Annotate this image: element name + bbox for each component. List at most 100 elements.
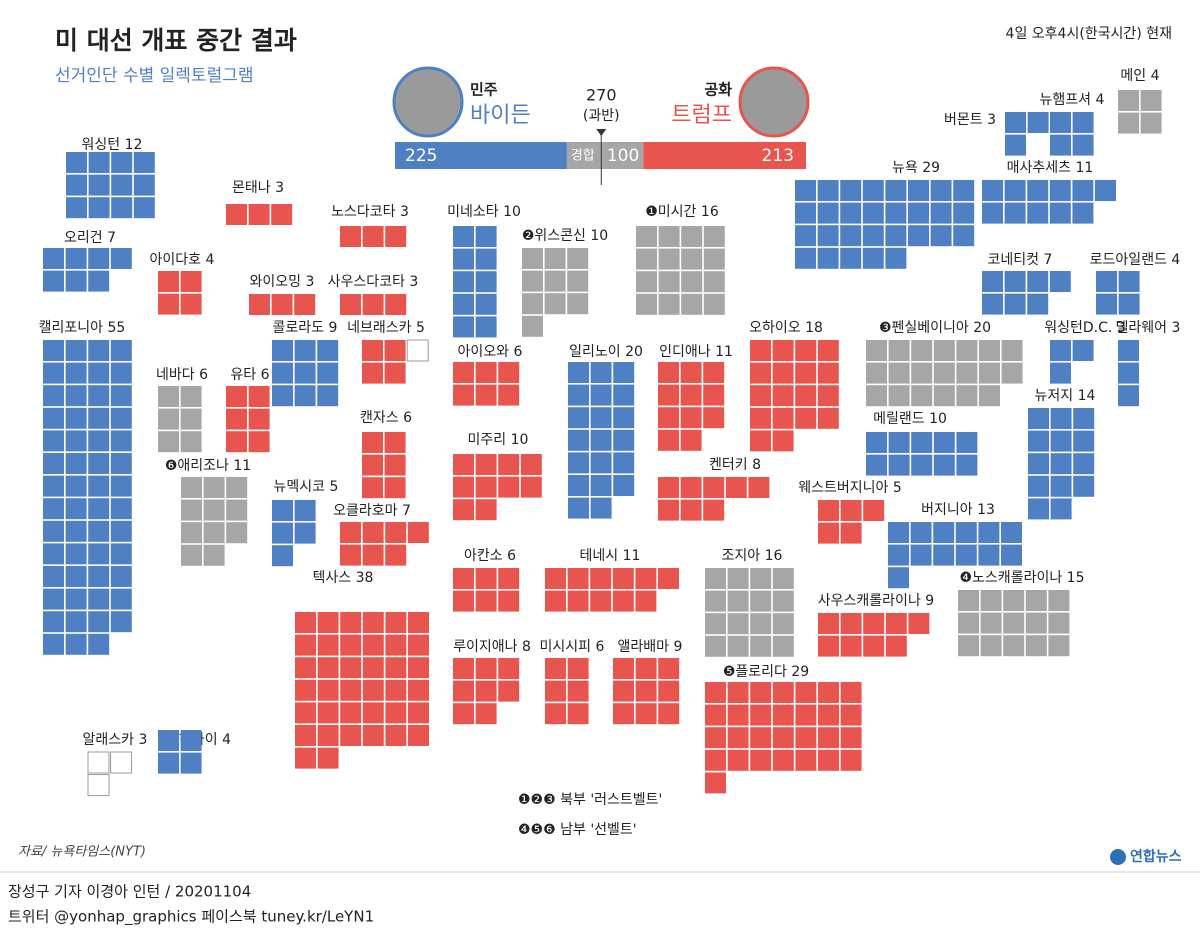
tile	[1118, 340, 1139, 361]
tile	[65, 385, 87, 407]
tile	[43, 270, 64, 292]
tile	[545, 568, 566, 589]
tile	[498, 454, 520, 475]
tile	[88, 362, 110, 384]
tile	[888, 385, 910, 407]
tile	[340, 612, 362, 633]
tile	[110, 588, 132, 610]
tile	[133, 174, 155, 196]
state: 네브래스카 5	[347, 320, 429, 384]
tile	[520, 476, 542, 498]
tile	[982, 180, 1003, 201]
tile	[590, 407, 612, 429]
tile	[295, 612, 316, 633]
tile	[955, 544, 977, 566]
tile	[362, 612, 384, 633]
tile	[1001, 544, 1022, 566]
tile	[362, 702, 384, 724]
tile	[295, 634, 316, 656]
tile	[110, 498, 132, 520]
tile	[978, 522, 1000, 543]
tile	[295, 702, 316, 724]
state-label: 뉴욕 29	[892, 160, 940, 176]
tile	[910, 522, 932, 543]
state: ❺플로리다 29	[705, 664, 862, 794]
tile	[750, 407, 771, 429]
state-label: 뉴멕시코 5	[274, 479, 339, 495]
state-name: 매사추세츠	[1007, 160, 1072, 176]
tile	[384, 477, 406, 499]
state-name: 뉴저지	[1035, 388, 1074, 404]
state-label: 와이오밍 3	[250, 274, 315, 290]
dem-votes: 225	[405, 146, 437, 166]
state-votes: 12	[125, 137, 143, 153]
tile	[88, 633, 110, 655]
state: 캘리포니아 55	[39, 320, 132, 655]
tile	[453, 293, 474, 315]
state-label: 아이오와 6	[458, 344, 523, 360]
social: 트위터 @yonhap_graphics 페이스북 tuney.kr/LeYN1	[8, 908, 374, 927]
tile	[475, 248, 497, 270]
tile	[818, 749, 839, 771]
tile	[772, 635, 794, 657]
tile	[1027, 180, 1049, 201]
tile	[772, 590, 794, 612]
state-votes: 6	[261, 367, 270, 383]
tile	[203, 522, 225, 544]
tile	[110, 248, 132, 269]
state-votes: 6	[199, 367, 208, 383]
state-votes: 4	[1151, 68, 1160, 84]
state-name: 오클라호마	[333, 503, 398, 519]
toss-label: 경합	[571, 149, 595, 164]
tile	[568, 384, 589, 406]
state-name: 켄터키	[709, 457, 748, 473]
state-label: 텍사스 38	[313, 570, 374, 586]
state: ❹노스캐롤라이나 15	[958, 570, 1085, 657]
state-label: 워싱턴D.C. 3	[1044, 320, 1125, 336]
tile	[1048, 612, 1070, 634]
tile	[475, 271, 497, 293]
state: 루이지애나 8	[453, 639, 531, 725]
tile	[133, 152, 155, 173]
tile	[750, 340, 771, 361]
tile	[180, 431, 202, 453]
tile	[520, 454, 542, 475]
tile	[1003, 612, 1025, 634]
tile	[43, 566, 64, 587]
tile	[590, 497, 612, 519]
state-votes: 16	[701, 204, 719, 220]
state-votes: 29	[922, 160, 940, 176]
state: 뉴저지 14	[1028, 388, 1096, 520]
state-name: ❻애리조나	[165, 458, 229, 474]
state-name: 아이다호	[150, 252, 202, 268]
tile	[248, 204, 270, 225]
tile	[908, 180, 929, 201]
tile	[88, 197, 110, 219]
tile	[317, 747, 339, 769]
tile	[862, 225, 884, 247]
state-label: 네브래스카 5	[347, 320, 425, 336]
tile	[636, 248, 657, 270]
state-name: 코네티컷	[988, 252, 1040, 268]
tile	[750, 590, 772, 612]
tile	[613, 429, 635, 451]
tile	[840, 500, 862, 521]
tile	[1025, 635, 1047, 657]
tile	[475, 499, 497, 521]
rep-photo	[738, 66, 810, 138]
tile	[635, 658, 657, 679]
tile	[1050, 408, 1072, 429]
tile	[866, 362, 887, 384]
state-name: 워싱턴D.C.	[1044, 320, 1112, 336]
tile	[727, 568, 749, 589]
tile	[866, 454, 887, 476]
tile	[911, 362, 933, 384]
tile	[568, 362, 589, 383]
tile	[1005, 134, 1026, 156]
tile	[840, 635, 862, 657]
state-votes: 4	[1096, 92, 1105, 108]
tile	[180, 730, 202, 751]
state-name: ❷위스콘신	[522, 228, 586, 244]
tile	[158, 386, 179, 407]
tile	[1072, 340, 1094, 361]
